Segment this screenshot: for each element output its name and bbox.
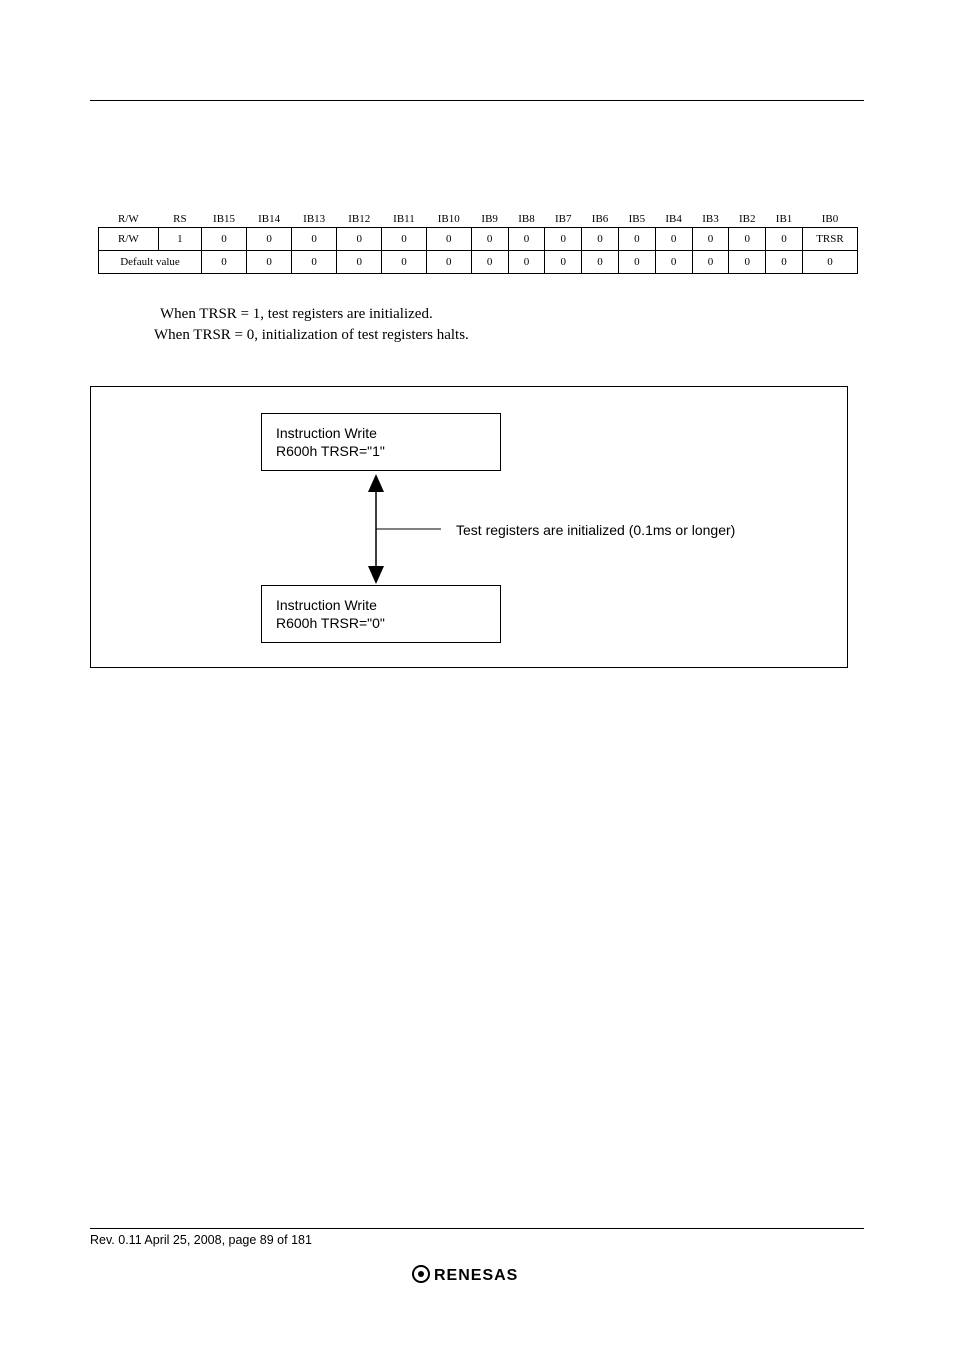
def-ib9: 0 — [471, 251, 508, 274]
page-content: R/W RS IB15 IB14 IB13 IB12 IB11 IB10 IB9… — [0, 0, 954, 1350]
instr2-line2: R600h TRSR="0" — [276, 614, 486, 632]
footer-rev-text: Rev. 0.11 April 25, 2008, page 89 of 181 — [90, 1233, 864, 1247]
hdr-ib9: IB9 — [471, 211, 508, 228]
instruction-box-2: Instruction Write R600h TRSR="0" — [261, 585, 501, 643]
register-table-wrap: R/W RS IB15 IB14 IB13 IB12 IB11 IB10 IB9… — [90, 211, 864, 274]
rw-ib1: 0 — [766, 228, 803, 251]
def-ib13: 0 — [292, 251, 337, 274]
rw-ib4: 0 — [655, 228, 692, 251]
rw-ib11: 0 — [382, 228, 426, 251]
rw-row: R/W 1 0 0 0 0 0 0 0 0 0 0 0 0 0 0 0 TRSR — [99, 228, 858, 251]
rw-ib5: 0 — [618, 228, 655, 251]
hdr-rs: RS — [158, 211, 201, 228]
rw-ib3: 0 — [692, 228, 729, 251]
rw-ib13: 0 — [292, 228, 337, 251]
hdr-ib5: IB5 — [618, 211, 655, 228]
hdr-ib11: IB11 — [382, 211, 426, 228]
hdr-ib6: IB6 — [582, 211, 619, 228]
def-ib15: 0 — [202, 251, 247, 274]
instruction-box-1: Instruction Write R600h TRSR="1" — [261, 413, 501, 471]
rw-ib7: 0 — [545, 228, 582, 251]
renesas-logo-icon: RENESAS — [412, 1263, 542, 1285]
hdr-ib15: IB15 — [202, 211, 247, 228]
hdr-ib3: IB3 — [692, 211, 729, 228]
def-ib2: 0 — [729, 251, 766, 274]
rw-ib9: 0 — [471, 228, 508, 251]
hdr-rw: R/W — [99, 211, 159, 228]
rw-ib6: 0 — [582, 228, 619, 251]
rw-ib10: 0 — [426, 228, 471, 251]
arrow-label: Test registers are initialized (0.1ms or… — [456, 522, 735, 538]
rw-ib0: TRSR — [802, 228, 857, 251]
renesas-logo: RENESAS — [90, 1263, 864, 1290]
hdr-ib0: IB0 — [802, 211, 857, 228]
hdr-ib2: IB2 — [729, 211, 766, 228]
note-line-1: When TRSR = 1, test registers are initia… — [160, 304, 864, 325]
hdr-ib7: IB7 — [545, 211, 582, 228]
rw-rs: 1 — [158, 228, 201, 251]
instr2-line1: Instruction Write — [276, 596, 486, 614]
hdr-ib13: IB13 — [292, 211, 337, 228]
hdr-ib4: IB4 — [655, 211, 692, 228]
def-ib12: 0 — [337, 251, 382, 274]
default-label: Default value — [99, 251, 202, 274]
hdr-ib12: IB12 — [337, 211, 382, 228]
def-ib6: 0 — [582, 251, 619, 274]
footer-divider — [90, 1228, 864, 1229]
def-ib10: 0 — [426, 251, 471, 274]
hdr-ib14: IB14 — [247, 211, 292, 228]
note-line-2: When TRSR = 0, initialization of test re… — [154, 325, 864, 346]
hdr-ib1: IB1 — [766, 211, 803, 228]
page-footer: Rev. 0.11 April 25, 2008, page 89 of 181… — [90, 1228, 864, 1290]
flow-diagram: Instruction Write R600h TRSR="1" Test re… — [90, 386, 848, 668]
renesas-text: RENESAS — [434, 1267, 518, 1284]
rw-ib15: 0 — [202, 228, 247, 251]
def-ib11: 0 — [382, 251, 426, 274]
hdr-ib8: IB8 — [508, 211, 545, 228]
header-row: R/W RS IB15 IB14 IB13 IB12 IB11 IB10 IB9… — [99, 211, 858, 228]
def-ib8: 0 — [508, 251, 545, 274]
instr1-line2: R600h TRSR="1" — [276, 442, 486, 460]
hdr-ib10: IB10 — [426, 211, 471, 228]
rw-ib8: 0 — [508, 228, 545, 251]
rw-ib2: 0 — [729, 228, 766, 251]
rw-ib12: 0 — [337, 228, 382, 251]
def-ib14: 0 — [247, 251, 292, 274]
def-ib5: 0 — [618, 251, 655, 274]
def-ib1: 0 — [766, 251, 803, 274]
def-ib3: 0 — [692, 251, 729, 274]
rw-label: R/W — [99, 228, 159, 251]
rw-ib14: 0 — [247, 228, 292, 251]
register-table: R/W RS IB15 IB14 IB13 IB12 IB11 IB10 IB9… — [98, 211, 858, 274]
def-ib7: 0 — [545, 251, 582, 274]
default-row: Default value 0 0 0 0 0 0 0 0 0 0 0 0 0 … — [99, 251, 858, 274]
bidirectional-arrow-icon — [351, 474, 441, 584]
def-ib4: 0 — [655, 251, 692, 274]
top-divider — [90, 100, 864, 101]
instr1-line1: Instruction Write — [276, 424, 486, 442]
def-ib0: 0 — [802, 251, 857, 274]
notes-block: When TRSR = 1, test registers are initia… — [160, 304, 864, 346]
